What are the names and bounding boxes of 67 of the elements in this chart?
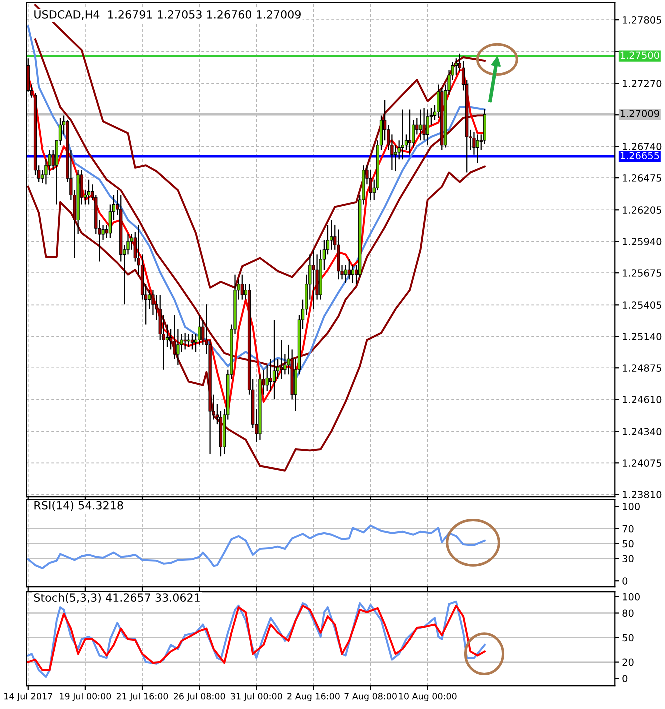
candlestick (348, 258, 351, 280)
candlestick (280, 340, 284, 380)
y-tick-label: 50 (622, 540, 634, 548)
candlestick (102, 224, 105, 241)
y-tick-label: 80 (622, 610, 634, 618)
candlestick (87, 179, 91, 206)
y-tick-label: 30 (622, 555, 634, 563)
candlestick (419, 109, 422, 142)
line-series (34, 4, 486, 289)
y-tick-label: 1.25405 (623, 302, 662, 309)
candlestick (269, 358, 272, 392)
candlestick (190, 334, 194, 350)
y-tick-label: 1.25675 (623, 270, 662, 277)
candlestick (351, 264, 355, 284)
y-tick-label: 1.24610 (623, 396, 662, 404)
line-series (27, 166, 486, 472)
candlestick (148, 290, 152, 310)
x-tick-label: 19 Jul 00:00 (60, 692, 112, 702)
candlestick (394, 144, 398, 172)
line-series (27, 524, 486, 570)
x-tick-label: 7 Aug 08:00 (344, 693, 397, 702)
y-tick-label: 100 (623, 503, 640, 510)
x-tick-label: 26 Jul 08:00 (174, 692, 226, 702)
chart-title: RSI(14) 54.3218 (34, 501, 124, 512)
candlestick (426, 109, 430, 146)
y-tick-label: 70 (622, 525, 634, 533)
y-tick-label: 50 (622, 634, 634, 642)
x-tick-label: 2 Aug 16:00 (288, 693, 340, 702)
x-tick-label: 31 Jul 00:00 (231, 692, 282, 702)
ref-line-label: 1.27009 (620, 110, 660, 118)
candlestick (422, 108, 426, 142)
y-tick-label: 0 (622, 578, 628, 585)
y-tick-label: 20 (622, 658, 634, 666)
y-tick-label: 1.24875 (623, 364, 662, 372)
y-tick-label: 1.27805 (623, 16, 662, 24)
candlestick (344, 264, 348, 284)
chart-title: Stoch(5,3,3) 41.2657 33.0621 (34, 593, 200, 604)
candlestick (454, 58, 458, 76)
candlestick (408, 109, 412, 156)
y-tick-label: 1.24340 (623, 428, 662, 436)
candlestick (330, 220, 334, 250)
x-tick-label: 10 Aug 00:00 (399, 693, 457, 702)
ref-line-label: 1.27500 (620, 52, 660, 60)
x-tick-label: 14 Jul 2017 (4, 692, 52, 702)
candlestick (176, 328, 180, 366)
candlestick (476, 134, 480, 164)
ref-line-label: 1.26655 (620, 152, 660, 160)
x-tick-label: 21 Jul 16:00 (116, 692, 168, 702)
candlestick (240, 274, 244, 300)
y-tick-label: 1.25940 (623, 238, 662, 246)
y-tick-label: 0 (622, 675, 628, 683)
y-tick-label: 1.23810 (623, 491, 662, 498)
text: USDCAD,H4 1.26791 1.27053 1.26760 1.27009 (34, 10, 301, 20)
y-tick-label: 1.27270 (623, 80, 662, 88)
candlestick (369, 170, 372, 201)
y-tick-label: 1.25140 (623, 333, 662, 340)
candlestick (152, 290, 155, 316)
candlestick (166, 324, 170, 348)
candlestick (272, 319, 276, 400)
y-tick-label: 100 (623, 593, 640, 601)
candlestick (401, 109, 404, 160)
candlestick (184, 332, 187, 350)
y-tick-label: 1.26475 (623, 174, 662, 182)
y-tick-label: 1.26205 (623, 206, 662, 214)
y-tick-label: 1.24075 (623, 460, 662, 467)
candlestick (312, 249, 316, 310)
y-tick-label: 1.26740 (623, 143, 662, 150)
